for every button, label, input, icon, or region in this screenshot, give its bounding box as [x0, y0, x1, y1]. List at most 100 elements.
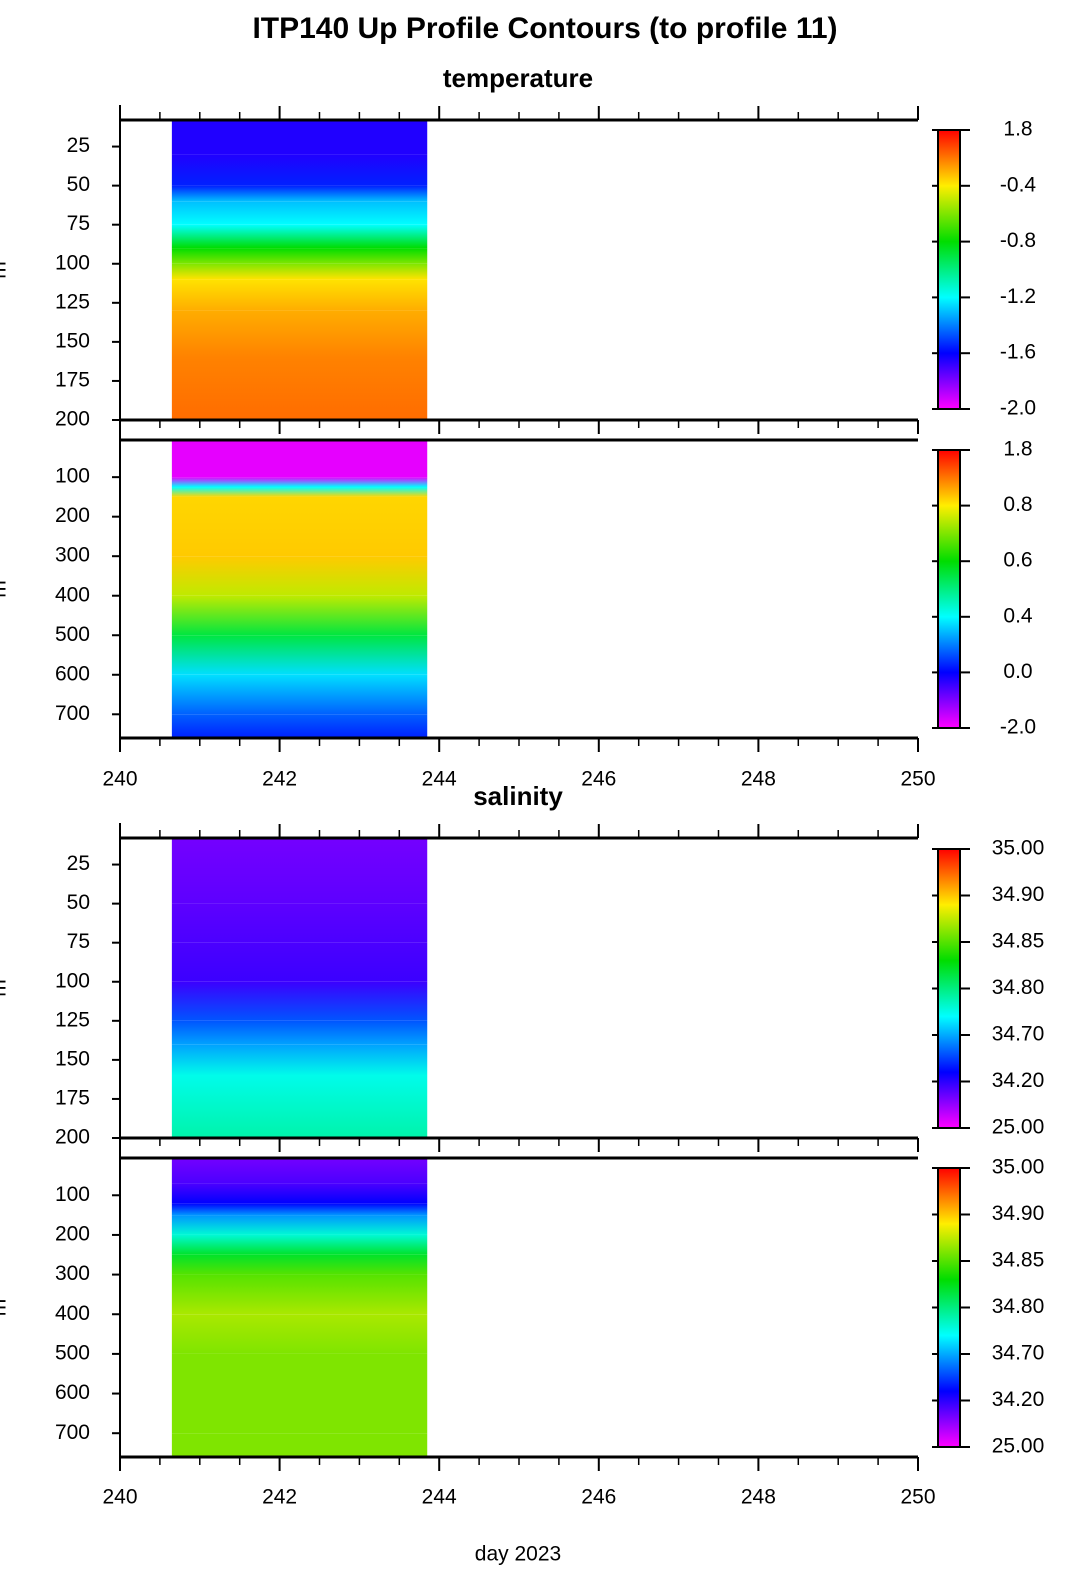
y-tick-label: 200: [55, 408, 90, 431]
y-tick-label: 50: [67, 891, 90, 914]
field-band: [171, 1433, 428, 1457]
y-tick-label: 200: [55, 504, 90, 527]
field-band: [171, 154, 428, 186]
y-tick-label: 25: [67, 852, 90, 875]
field-band: [171, 714, 428, 738]
x-tick-label: 244: [422, 1486, 457, 1509]
colorbar-tick-label: 34.90: [992, 883, 1045, 906]
x-tick-label: 246: [581, 1486, 616, 1509]
colorbar-tick-label: 34.80: [992, 976, 1045, 999]
colorbar: [937, 848, 961, 1129]
colorbar-tick-label: -0.8: [1000, 229, 1036, 252]
colorbar-tick-label: 34.20: [992, 1069, 1045, 1092]
field-band: [171, 477, 428, 488]
x-tick-label: 248: [741, 768, 776, 791]
x-tick-label: 240: [102, 768, 137, 791]
field-band: [171, 1215, 428, 1235]
colorbar-tick-label: 25.00: [992, 1116, 1045, 1139]
colorbar-tick-label: 1.8: [1003, 438, 1032, 461]
field-band: [171, 1274, 428, 1315]
field-band: [171, 1203, 428, 1216]
y-tick-label: 175: [55, 368, 90, 391]
field-band: [171, 357, 428, 420]
y-tick-label: 25: [67, 134, 90, 157]
y-tick-label: 100: [55, 969, 90, 992]
y-tick-label: 100: [55, 1183, 90, 1206]
x-axis-label: day 2023: [475, 1543, 561, 1566]
y-tick-label: 300: [55, 544, 90, 567]
colorbar-tick-label: 34.70: [992, 1023, 1045, 1046]
colorbar-tick-label: 34.85: [992, 930, 1045, 953]
field-band: [171, 487, 428, 497]
field-band: [171, 310, 428, 358]
field-band: [171, 263, 428, 280]
y-tick-label: 500: [55, 623, 90, 646]
colorbar-tick-label: 35.00: [992, 837, 1045, 860]
y-tick-label: 600: [55, 1381, 90, 1404]
colorbar-tick-label: 1.8: [1003, 118, 1032, 141]
y-axis-label: m: [0, 1299, 11, 1317]
x-tick-label: 242: [262, 1486, 297, 1509]
x-tick-label: 242: [262, 768, 297, 791]
y-tick-label: 400: [55, 1302, 90, 1325]
panel-title: temperature: [443, 63, 593, 93]
y-tick-label: 200: [55, 1222, 90, 1245]
field-band: [171, 595, 428, 636]
colorbar-tick-label: 0.4: [1003, 604, 1033, 627]
colorbar-tick-label: -2.0: [1000, 716, 1036, 739]
y-tick-label: 150: [55, 1047, 90, 1070]
field-band: [171, 903, 428, 943]
field-band: [171, 1254, 428, 1275]
x-tick-label: 248: [741, 1486, 776, 1509]
x-tick-label: 246: [581, 768, 616, 791]
field-band: [171, 224, 428, 249]
colorbar-tick-label: 34.20: [992, 1388, 1045, 1411]
x-tick-label: 250: [900, 1486, 935, 1509]
field-band: [171, 1158, 428, 1184]
y-tick-label: 200: [55, 1126, 90, 1149]
y-tick-label: 50: [67, 173, 90, 196]
field-band: [171, 942, 428, 982]
y-tick-label: 75: [67, 212, 90, 235]
colorbar-tick-label: 34.80: [992, 1295, 1045, 1318]
y-axis-label: m: [0, 979, 11, 997]
x-tick-label: 250: [900, 768, 935, 791]
colorbar-tick-label: 34.90: [992, 1202, 1045, 1225]
field-band: [171, 1183, 428, 1204]
x-tick-label: 244: [422, 768, 457, 791]
y-tick-label: 100: [55, 465, 90, 488]
y-axis-label: m: [0, 580, 11, 598]
colorbar: [937, 129, 961, 410]
field-band: [171, 1234, 428, 1255]
field-band: [171, 440, 428, 478]
y-tick-label: 150: [55, 329, 90, 352]
colorbar-tick-label: 25.00: [992, 1435, 1045, 1458]
y-tick-label: 125: [55, 1008, 90, 1031]
colorbar: [937, 1167, 961, 1448]
field-band: [171, 981, 428, 1021]
field-band: [171, 496, 428, 557]
field-band: [171, 556, 428, 596]
field-band: [171, 1020, 428, 1045]
field-band: [171, 635, 428, 675]
field-band: [171, 201, 428, 225]
colorbar-tick-label: 0.8: [1003, 493, 1032, 516]
y-tick-label: 100: [55, 251, 90, 274]
field-band: [171, 838, 428, 904]
colorbar-tick-label: -2.0: [1000, 397, 1036, 420]
colorbar-tick-label: 0.0: [1003, 660, 1032, 683]
field-band: [171, 248, 428, 264]
panel-title: salinity: [473, 781, 563, 811]
y-tick-label: 700: [55, 702, 90, 725]
colorbar-tick-label: 34.70: [992, 1342, 1045, 1365]
y-tick-label: 175: [55, 1086, 90, 1109]
y-tick-label: 600: [55, 662, 90, 685]
colorbar-tick-label: 0.6: [1003, 549, 1032, 572]
x-tick-label: 240: [102, 1486, 137, 1509]
y-axis-label: m: [0, 261, 11, 279]
y-tick-label: 300: [55, 1262, 90, 1285]
field-band: [171, 120, 428, 155]
field-band: [171, 1353, 428, 1434]
field-band: [171, 674, 428, 715]
y-tick-label: 400: [55, 583, 90, 606]
